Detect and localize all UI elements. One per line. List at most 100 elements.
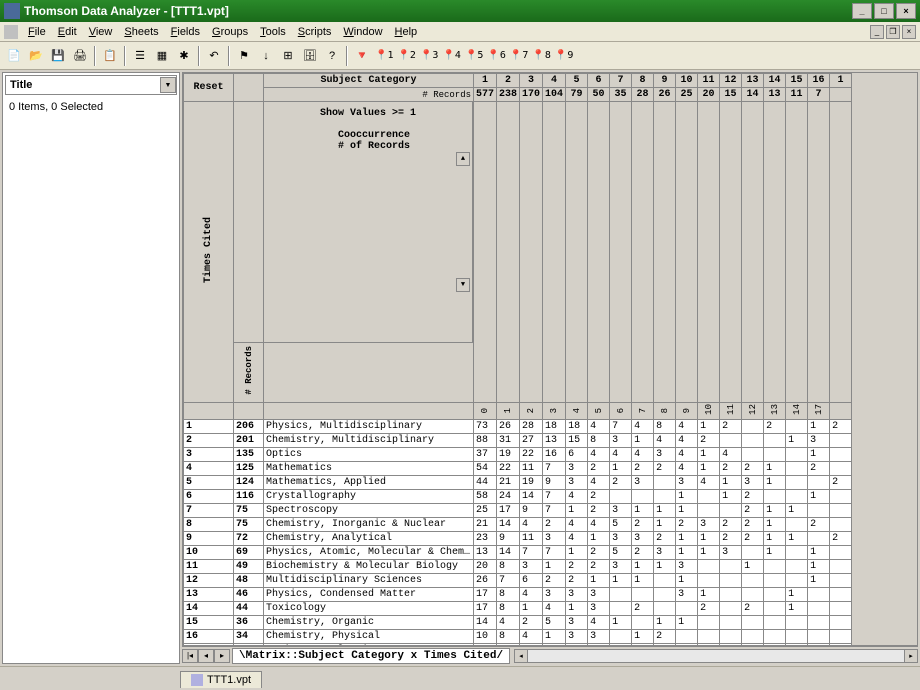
data-cell[interactable]: 2 [566,573,588,587]
minimize-button[interactable]: _ [852,3,872,19]
network-button[interactable]: ✱ [174,46,194,66]
table-row[interactable]: 3135Optics37192216644434141 [184,447,852,461]
data-cell[interactable]: 3 [588,587,610,601]
data-cell[interactable]: 28 [520,419,543,433]
data-cell[interactable] [742,643,764,646]
table-row[interactable]: 5124Mathematics, Applied4421199342334131… [184,475,852,489]
data-cell[interactable]: 4 [632,419,654,433]
print-button[interactable]: 🖨 [70,46,90,66]
data-cell[interactable] [786,615,808,629]
col-header-4[interactable]: 5 [566,74,588,88]
col-header-3[interactable]: 4 [543,74,566,88]
data-cell[interactable]: 1 [808,489,830,503]
data-cell[interactable] [786,517,808,531]
data-cell[interactable]: 1 [786,587,808,601]
data-cell[interactable]: 2 [720,531,742,545]
data-cell[interactable] [698,503,720,517]
data-cell[interactable] [808,503,830,517]
data-cell[interactable] [676,601,698,615]
data-cell[interactable]: 1 [632,503,654,517]
info-up-button[interactable]: ▲ [456,152,470,166]
data-cell[interactable]: 6 [566,447,588,461]
data-cell[interactable]: 1 [698,447,720,461]
table-row[interactable]: 2201Chemistry, Multidisciplinary88312713… [184,433,852,447]
data-cell[interactable]: 5 [610,545,632,559]
data-cell[interactable] [698,489,720,503]
data-cell[interactable]: 1 [588,531,610,545]
q5-button[interactable]: 📍5 [464,50,484,61]
data-cell[interactable]: 37 [474,447,497,461]
data-cell[interactable]: 7 [497,573,520,587]
data-cell[interactable] [742,545,764,559]
data-cell[interactable]: 1 [676,545,698,559]
menu-sheets[interactable]: Sheets [118,24,164,40]
data-cell[interactable] [742,573,764,587]
menu-fields[interactable]: Fields [165,24,206,40]
maximize-button[interactable]: □ [874,3,894,19]
data-cell[interactable]: 1 [632,559,654,573]
data-cell[interactable]: 2 [610,475,632,489]
data-cell[interactable] [632,489,654,503]
data-cell[interactable]: 2 [742,601,764,615]
data-cell[interactable]: 3 [497,643,520,646]
data-cell[interactable]: 3 [632,475,654,489]
menu-groups[interactable]: Groups [206,24,254,40]
data-cell[interactable] [764,489,786,503]
data-cell[interactable]: 2 [698,433,720,447]
data-cell[interactable]: 2 [654,461,676,475]
data-cell[interactable]: 4 [520,517,543,531]
data-cell[interactable]: 4 [588,615,610,629]
data-cell[interactable]: 3 [566,461,588,475]
data-cell[interactable]: 1 [676,489,698,503]
data-cell[interactable] [588,643,610,646]
data-cell[interactable]: 1 [632,433,654,447]
close-button[interactable]: × [896,3,916,19]
data-cell[interactable] [654,475,676,489]
data-cell[interactable]: 4 [698,475,720,489]
data-cell[interactable] [742,615,764,629]
data-cell[interactable]: 2 [830,419,852,433]
data-cell[interactable] [610,601,632,615]
data-cell[interactable]: 14 [497,517,520,531]
data-cell[interactable]: 3 [808,433,830,447]
data-cell[interactable]: 2 [632,545,654,559]
data-cell[interactable]: 1 [654,503,676,517]
data-cell[interactable]: 17 [497,503,520,517]
data-cell[interactable]: 18 [566,419,588,433]
data-cell[interactable]: 3 [720,545,742,559]
data-cell[interactable] [830,503,852,517]
data-cell[interactable]: 22 [520,447,543,461]
data-cell[interactable]: 5 [610,517,632,531]
data-cell[interactable]: 4 [566,489,588,503]
help-button[interactable]: ? [322,46,342,66]
menu-file[interactable]: File [22,24,52,40]
data-cell[interactable]: 4 [654,433,676,447]
data-cell[interactable] [654,587,676,601]
table-row[interactable]: 1444Toxicology17814132221 [184,601,852,615]
data-cell[interactable] [808,601,830,615]
data-cell[interactable]: 5 [543,615,566,629]
table-row[interactable]: 875Chemistry, Inorganic & Nuclear2114424… [184,517,852,531]
data-cell[interactable]: 73 [474,419,497,433]
filter-button[interactable]: 🔻 [352,46,372,66]
data-cell[interactable] [808,629,830,643]
data-cell[interactable]: 3 [698,517,720,531]
data-cell[interactable]: 3 [543,587,566,601]
data-cell[interactable]: 2 [720,643,742,646]
data-cell[interactable]: 1 [764,503,786,517]
data-cell[interactable]: 3 [566,475,588,489]
data-cell[interactable]: 1 [676,503,698,517]
data-cell[interactable] [764,629,786,643]
q6-button[interactable]: 📍6 [486,50,506,61]
data-cell[interactable] [786,559,808,573]
data-cell[interactable]: 13 [474,545,497,559]
data-cell[interactable] [830,587,852,601]
data-cell[interactable]: 1 [588,573,610,587]
data-cell[interactable]: 1 [610,573,632,587]
data-cell[interactable]: 4 [676,433,698,447]
grid-button[interactable]: ▦ [152,46,172,66]
data-cell[interactable]: 2 [742,503,764,517]
data-cell[interactable]: 1 [698,531,720,545]
data-cell[interactable]: 11 [520,461,543,475]
data-cell[interactable] [654,601,676,615]
